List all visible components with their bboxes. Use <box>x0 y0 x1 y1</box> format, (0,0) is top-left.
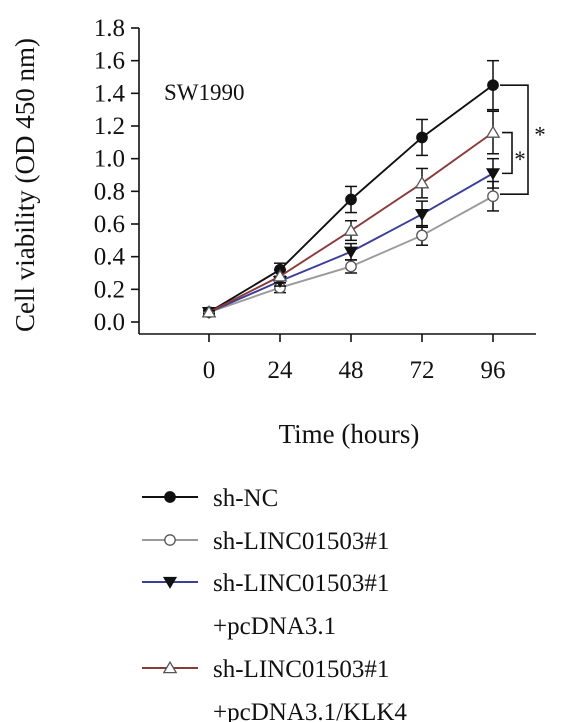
legend-entry-4: sh-LINC01503#1 +pcDNA3.1/KLK4 <box>142 656 407 722</box>
legend-entry-1: sh-NC <box>142 485 278 512</box>
x-tick-label: 72 <box>410 357 435 384</box>
data-point <box>343 223 359 236</box>
y-tick-label: 1.6 <box>94 48 125 75</box>
legend-entry-2: sh-LINC01503#1 <box>142 528 389 555</box>
y-axis-title: Cell viability (OD 450 nm) <box>10 38 40 332</box>
cell-line-annotation: SW1990 <box>164 80 245 105</box>
y-tick-label: 1.4 <box>94 80 126 107</box>
legend-marker <box>164 491 176 503</box>
x-tick-label: 0 <box>203 357 216 384</box>
data-point <box>201 305 217 318</box>
data-point <box>414 209 430 222</box>
data-point <box>485 168 501 181</box>
data-point <box>272 269 288 282</box>
y-tick-label: 0.2 <box>94 276 125 303</box>
legend-label: sh-NC <box>213 485 278 512</box>
y-tick-label: 0.4 <box>94 244 126 271</box>
legend-marker <box>164 534 176 546</box>
data-point <box>416 229 428 242</box>
legend-label: +pcDNA3.1 <box>213 613 336 640</box>
legend-marker <box>162 576 178 589</box>
data-point <box>485 125 501 138</box>
legend: sh-NC sh-LINC01503#1 sh-LINC01503#1 +pcDNA3… <box>142 485 407 722</box>
legend-marker <box>162 660 178 674</box>
y-tick-label: 0.6 <box>94 211 125 238</box>
x-tick-label: 96 <box>481 357 506 384</box>
legend-label: sh-LINC01503#1 <box>213 656 389 683</box>
data-point <box>414 175 430 189</box>
legend-entry-3: sh-LINC01503#1 +pcDNA3.1 <box>142 570 389 640</box>
y-tick-label: 1.2 <box>94 113 125 140</box>
data-point <box>487 190 499 203</box>
plot-area: 0.0 0.2 0.4 0.6 0.8 1.0 1.2 1.4 1.6 1.8 0 24 48 72 96 *… <box>94 15 546 384</box>
y-tick-label: 0.8 <box>94 178 125 205</box>
data-point <box>487 79 499 92</box>
data-point <box>345 260 357 273</box>
significance-bracket-outer <box>500 84 529 196</box>
series-4 <box>201 110 501 318</box>
x-tick-label: 24 <box>268 357 294 384</box>
y-tick-label: 1.0 <box>94 146 125 173</box>
legend-label: sh-LINC01503#1 <box>213 570 389 597</box>
significance-bracket-inner <box>502 131 513 175</box>
x-tick-label: 48 <box>339 357 364 384</box>
data-point <box>416 131 428 144</box>
data-point <box>343 246 359 259</box>
x-axis-title: Time (hours) <box>279 419 420 449</box>
legend-label: +pcDNA3.1/KLK4 <box>213 699 407 722</box>
legend-label: sh-LINC01503#1 <box>213 528 389 555</box>
series-1 <box>203 59 499 319</box>
significance-label-inner: * <box>514 147 526 172</box>
data-point <box>345 193 357 206</box>
significance-label-outer: * <box>534 123 546 148</box>
y-tick-label: 1.8 <box>94 15 125 42</box>
y-tick-label: 0.0 <box>94 309 125 336</box>
